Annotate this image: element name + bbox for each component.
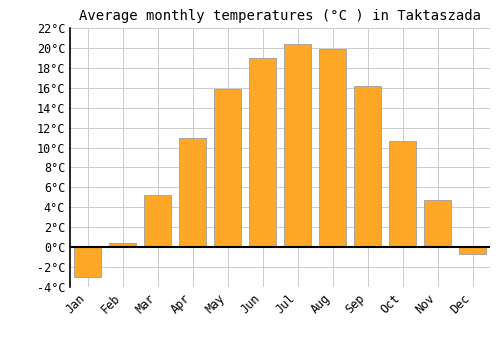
Bar <box>424 200 450 247</box>
Bar <box>460 247 485 254</box>
Bar <box>74 247 101 277</box>
Bar <box>180 138 206 247</box>
Bar <box>214 89 240 247</box>
Bar <box>354 86 380 247</box>
Bar <box>320 49 345 247</box>
Bar <box>144 195 171 247</box>
Bar <box>284 44 310 247</box>
Bar <box>390 141 415 247</box>
Bar <box>250 58 276 247</box>
Title: Average monthly temperatures (°C ) in Taktaszada: Average monthly temperatures (°C ) in Ta… <box>79 9 481 23</box>
Bar <box>110 243 136 247</box>
